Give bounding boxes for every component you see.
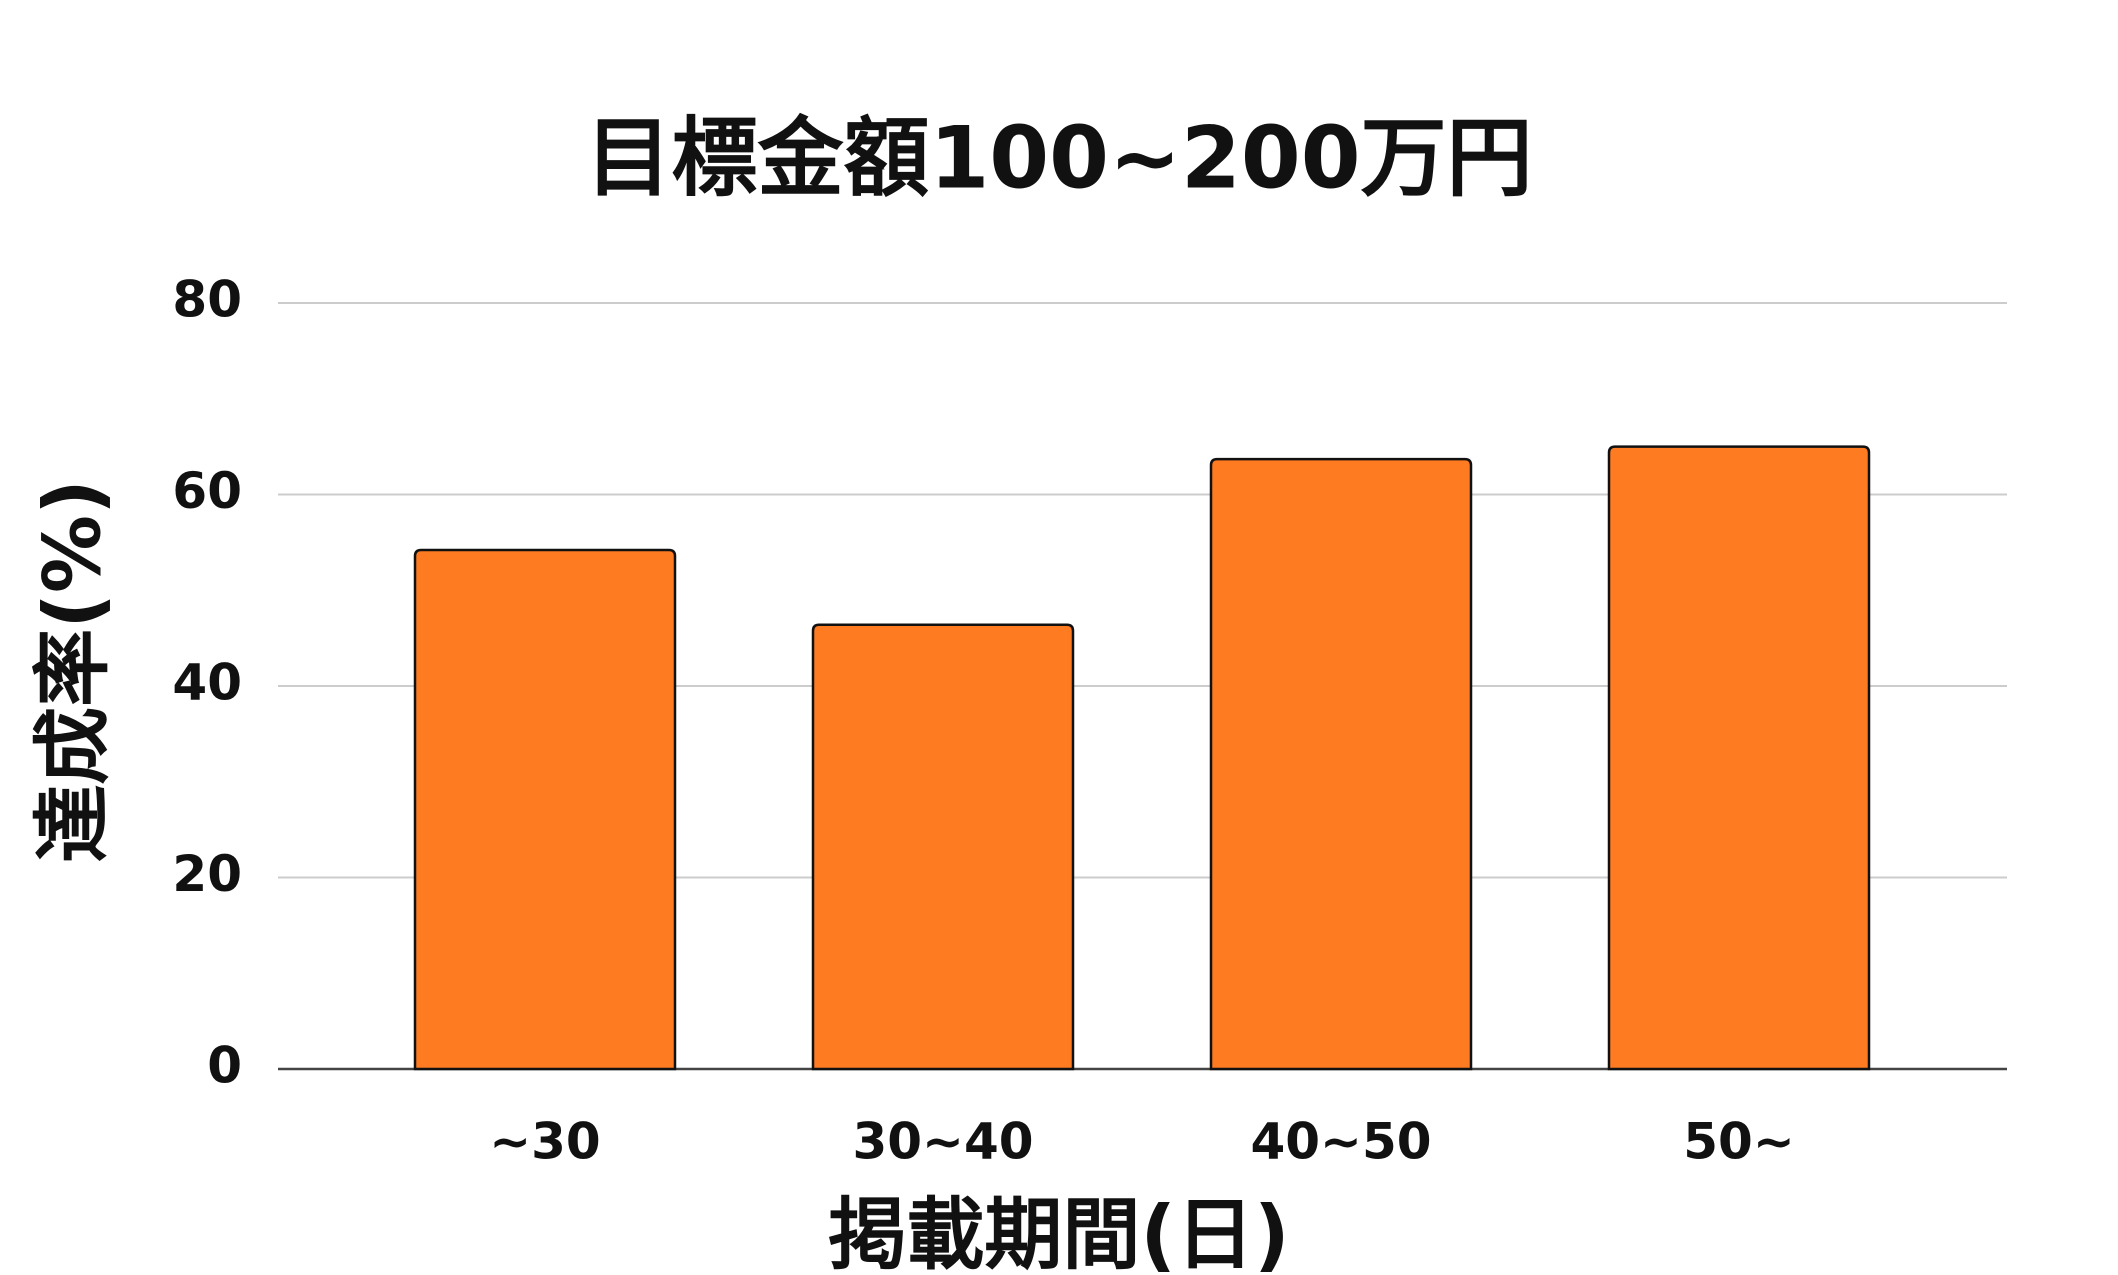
bar <box>811 623 1075 1071</box>
y-axis-title: 達成率(%) <box>28 479 118 862</box>
x-axis-title: 掲載期間(日) <box>828 1190 1289 1275</box>
bar <box>413 548 677 1071</box>
x-tick-label: 40~50 <box>1250 1113 1431 1171</box>
y-tick-label: 40 <box>172 654 242 712</box>
bar <box>1607 445 1871 1071</box>
y-tick-label: 80 <box>172 271 242 329</box>
x-tick-label: ~30 <box>489 1113 600 1171</box>
y-tick-label: 60 <box>172 462 242 520</box>
bar <box>1209 457 1473 1071</box>
chart-title: 目標金額100~200万円 <box>585 108 1532 208</box>
y-tick-label: 20 <box>172 845 242 903</box>
x-tick-label: 50~ <box>1683 1113 1794 1171</box>
y-tick-label: 0 <box>207 1037 242 1095</box>
x-tick-label: 30~40 <box>852 1113 1033 1171</box>
